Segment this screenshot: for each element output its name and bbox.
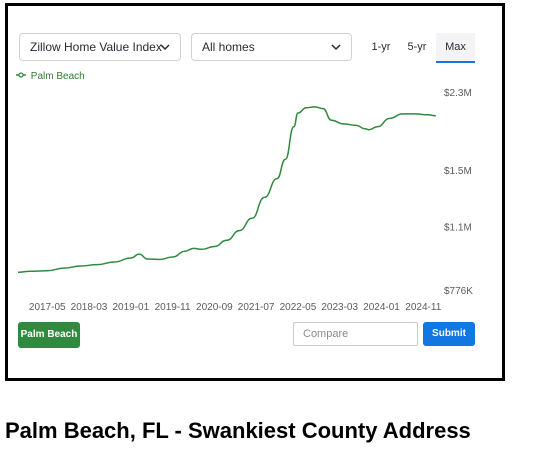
- submit-button[interactable]: Submit: [423, 322, 475, 346]
- range-1yr-button[interactable]: 1-yr: [371, 41, 391, 53]
- compare-input[interactable]: Compare: [293, 322, 418, 346]
- y-tick-label: $1.1M: [444, 222, 472, 233]
- index-select[interactable]: Zillow Home Value Index: [19, 33, 181, 61]
- chart-legend: Palm Beach: [16, 70, 85, 82]
- homes-select[interactable]: All homes: [191, 33, 352, 61]
- y-tick-label: $1.5M: [444, 166, 472, 177]
- x-tick-label: 2019-11: [155, 302, 191, 313]
- x-tick-label: 2024-11: [405, 302, 441, 313]
- series-line-palm-beach: [17, 106, 436, 274]
- x-tick-label: 2019-01: [112, 302, 149, 313]
- index-select-value: Zillow Home Value Index: [30, 40, 162, 54]
- y-tick-label: $2.3M: [444, 88, 472, 99]
- y-tick-label: $776K: [444, 286, 473, 297]
- x-tick-label: 2018-03: [71, 302, 108, 313]
- legend-label: Palm Beach: [30, 71, 85, 82]
- chevron-down-icon: [160, 44, 170, 51]
- range-max-button[interactable]: Max: [436, 33, 475, 63]
- x-tick-label: 2023-03: [321, 302, 358, 313]
- x-tick-label: 2021-07: [238, 302, 275, 313]
- legend-line-icon: [16, 72, 26, 78]
- x-tick-label: 2024-01: [363, 302, 400, 313]
- region-pill-button[interactable]: Palm Beach: [18, 322, 80, 348]
- homes-select-value: All homes: [202, 40, 255, 54]
- chart-frame: [5, 3, 505, 381]
- line-chart: $776K $1.1M $1.5M $2.3M 2017-05 2018-03 2019-0…: [17, 88, 473, 313]
- x-tick-label: 2020-09: [196, 302, 233, 313]
- range-5yr-button[interactable]: 5-yr: [407, 41, 427, 53]
- caption: Palm Beach, FL - Swankiest County Addres…: [5, 418, 471, 443]
- x-tick-label: 2022-05: [280, 302, 317, 313]
- x-tick-label: 2017-05: [29, 302, 66, 313]
- chevron-down-icon: [331, 44, 341, 51]
